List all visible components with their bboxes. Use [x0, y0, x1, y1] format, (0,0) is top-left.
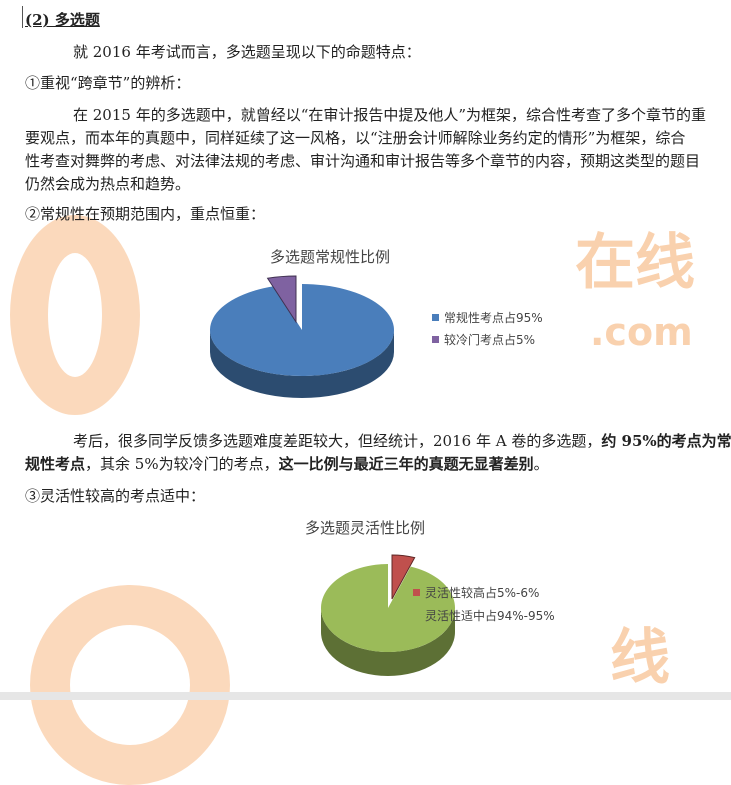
point1-line: 仍然会成为热点和趋势。 [25, 175, 191, 193]
bold-text: 这一比例与最近三年的真题无显著差别 [278, 455, 534, 473]
legend-swatch [413, 589, 420, 596]
legend-label: 灵活性较高占5%-6% [425, 585, 539, 600]
legend-label: 较冷门考点占5% [444, 332, 535, 347]
point1-line: 在 2015 年的多选题中，就曾经以“在审计报告中提及他人”为框架，综合性考查了… [73, 106, 707, 124]
legend-swatch [432, 336, 439, 343]
horizontal-scrollbar[interactable] [0, 692, 731, 700]
bold-text: 约 95%的考点为常 [601, 432, 731, 450]
legend-swatch [432, 314, 439, 321]
point3-title: ③灵活性较高的考点适中： [25, 487, 206, 505]
text-cursor [22, 6, 23, 28]
pie-slice-1-major [321, 564, 456, 652]
pie-slice-side [210, 330, 394, 398]
point1-line: 要观点，而本年的真题中，同样延续了这一风格，以“注册会计师解除业务约定的情形”为… [25, 129, 686, 147]
chart-title: 多选题常规性比例 [270, 248, 390, 266]
pie-slice-0-minor [266, 275, 297, 324]
text: ，其余 5%为较冷门的考点， [85, 455, 279, 473]
text: 考后，很多同学反馈多选题难度差距较大，但经统计，2016 年 A 卷的多选题， [73, 432, 602, 450]
legend-label: 常规性考点占95% [444, 310, 543, 325]
pie-slice-0-major [210, 284, 395, 376]
point2-title: ②常规性在预期范围内，重点恒重： [25, 205, 266, 223]
intro-text: 就 2016 年考试而言，多选题呈现以下的命题特点： [73, 43, 421, 61]
watermark-text-2: 线 [610, 623, 670, 693]
point2-para-line2: 规性考点，其余 5%为较冷门的考点，这一比例与最近三年的真题无显著差别。 [25, 453, 549, 476]
point1-line: 性考查对舞弊的考虑、对法律法规的考虑、审计沟通和审计报告等多个章节的内容，预期这… [25, 152, 701, 170]
watermark-domain: .com [590, 310, 693, 354]
pie-slice-side [321, 608, 455, 676]
legend-swatch [413, 612, 420, 619]
legend-label: 灵活性适中占94%-95% [425, 608, 555, 623]
section-heading: (2) 多选题 [25, 11, 100, 29]
bold-text: 规性考点 [25, 455, 86, 473]
text: 。 [533, 455, 549, 473]
pie-slice-1-minor [391, 554, 416, 600]
point1-title: ①重视“跨章节”的辨析： [25, 74, 191, 92]
watermark-text: 在线 [575, 228, 695, 298]
point2-para-line1: 考后，很多同学反馈多选题难度差距较大，但经统计，2016 年 A 卷的多选题，约… [25, 430, 731, 453]
chart-title: 多选题灵活性比例 [305, 519, 425, 537]
